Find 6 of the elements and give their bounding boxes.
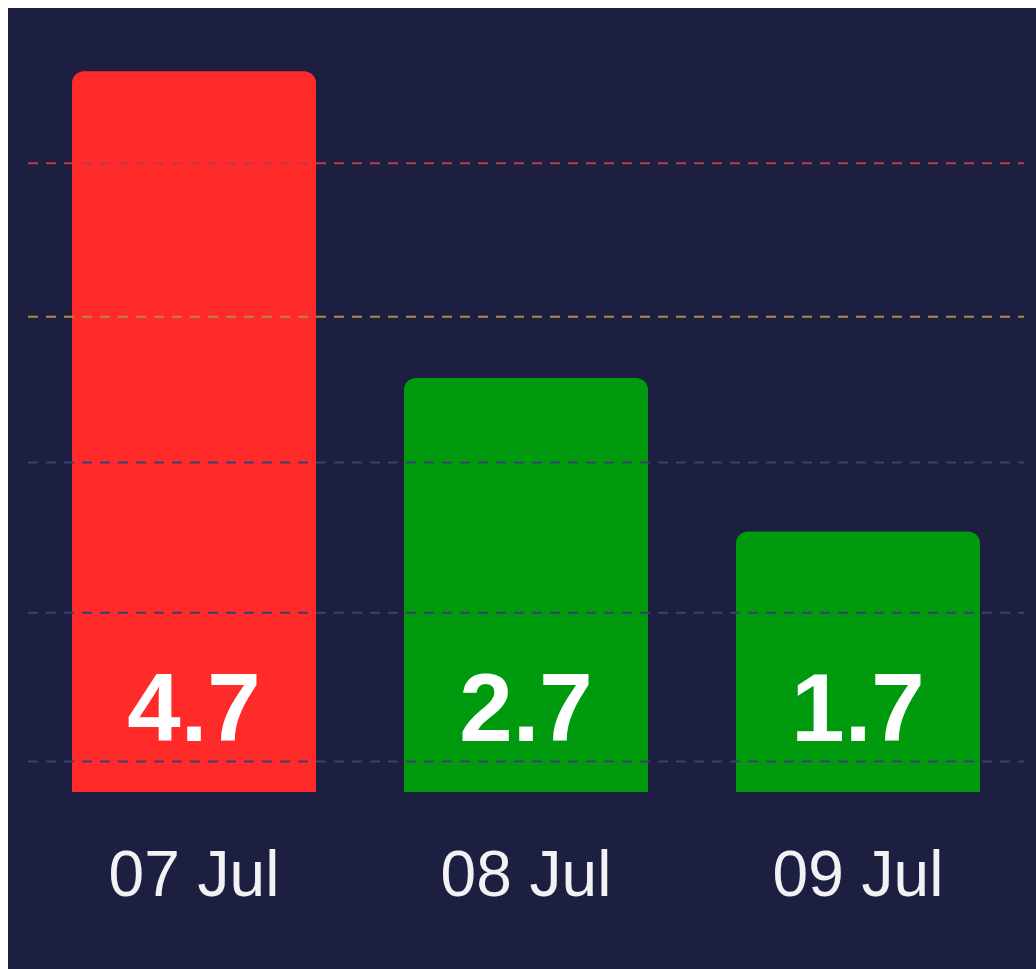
- data-label: 1.7: [791, 653, 925, 761]
- x-tick-label: 09 Jul: [772, 838, 944, 911]
- data-label: 4.7: [127, 653, 261, 761]
- x-tick-label: 08 Jul: [440, 838, 612, 911]
- data-label: 2.7: [459, 653, 593, 761]
- x-tick-label: 07 Jul: [108, 838, 280, 911]
